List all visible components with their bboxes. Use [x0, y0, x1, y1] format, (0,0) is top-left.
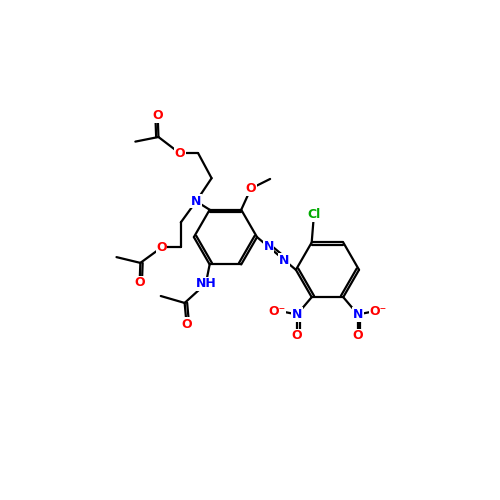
Text: O: O: [292, 329, 302, 342]
Text: N: N: [191, 195, 202, 208]
Text: Cl: Cl: [307, 208, 320, 222]
Text: O: O: [182, 318, 192, 330]
Text: O: O: [156, 241, 167, 254]
Text: NH: NH: [196, 277, 216, 290]
Text: N: N: [352, 308, 363, 321]
Text: O: O: [174, 146, 185, 160]
Text: O⁻: O⁻: [370, 305, 386, 318]
Text: O: O: [134, 276, 145, 289]
Text: O⁻: O⁻: [268, 305, 285, 318]
Text: N: N: [264, 240, 274, 254]
Text: O: O: [246, 182, 256, 195]
Text: O: O: [352, 329, 363, 342]
Text: N: N: [279, 254, 289, 266]
Text: N: N: [292, 308, 302, 321]
Text: O: O: [152, 110, 163, 122]
